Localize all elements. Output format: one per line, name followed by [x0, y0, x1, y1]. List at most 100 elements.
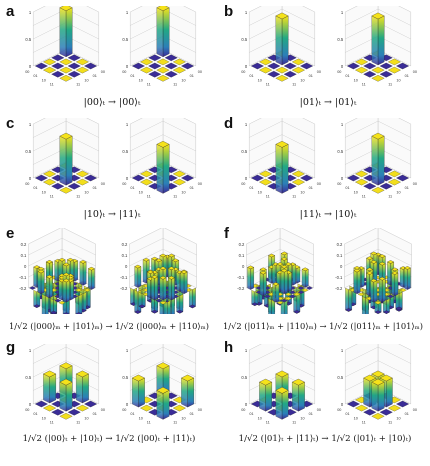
z-tick-label: 0 — [245, 176, 248, 181]
basis-tick-label: 01 — [93, 412, 97, 416]
basis-tick-label: 00 — [337, 182, 341, 186]
bar — [37, 269, 45, 295]
basis-tick-label: 01 — [33, 186, 37, 190]
z-tick-label: 0 — [29, 64, 32, 69]
plot-a-right: 1 0.5 0 00 00 01 01 10 10 11 11 — [115, 6, 211, 92]
z-tick-label: -0.1 — [237, 275, 245, 280]
basis-tick-label: 10 — [354, 416, 358, 420]
bar — [272, 282, 280, 303]
bar — [301, 267, 309, 288]
z-tick-label: 0.2 — [239, 242, 245, 247]
z-tick-label: 1 — [29, 348, 32, 353]
basis-tick-label: 01 — [249, 186, 253, 190]
bar — [163, 300, 171, 314]
bar — [159, 275, 167, 301]
basis-tick-label: 01 — [130, 186, 134, 190]
basis-tick-label: 11 — [266, 82, 270, 86]
basis-tick-label: 11 — [50, 82, 54, 86]
bar — [247, 265, 255, 290]
plot-g-left: 1 0.5 0 00 00 01 01 10 10 11 11 — [18, 344, 114, 430]
bar — [275, 141, 289, 194]
basis-tick-label: 01 — [309, 74, 313, 78]
basis-tick-label: 10 — [396, 190, 400, 194]
z-tick-label: 1 — [29, 10, 32, 15]
z-tick-label: 0 — [341, 176, 344, 181]
plot-b-right: 1 0.5 0 00 00 01 01 10 10 11 11 — [330, 6, 426, 92]
basis-tick-label: 11 — [147, 420, 151, 424]
basis-tick-label: 11 — [362, 194, 366, 198]
basis-tick-label: 10 — [181, 190, 185, 194]
z-tick-label: 0.5 — [337, 149, 343, 154]
basis-tick-label: 10 — [84, 416, 88, 420]
basis-tick-label: 10 — [42, 190, 46, 194]
z-tick-label: 0.5 — [241, 149, 247, 154]
bar — [87, 266, 95, 290]
caption-e: 1/√2 (|000⟩ₘ + |101⟩ₘ) → 1/√2 (|000⟩ₘ + … — [8, 321, 209, 331]
z-tick-label: 0 — [29, 402, 32, 407]
bar — [370, 278, 378, 303]
z-tick-label: 0.5 — [122, 375, 128, 380]
basis-tick-label: 01 — [309, 186, 313, 190]
panel-letter-g: g — [6, 339, 16, 356]
basis-tick-label: 01 — [33, 412, 37, 416]
basis-tick-label: 01 — [345, 186, 349, 190]
z-tick-label: 0 — [245, 402, 248, 407]
basis-tick-label: 11 — [266, 194, 270, 198]
basis-tick-label: 10 — [354, 78, 358, 82]
bar — [391, 271, 399, 297]
bar — [59, 132, 73, 186]
basis-tick-label: 01 — [345, 74, 349, 78]
basis-tick-label: 11 — [173, 194, 177, 198]
plot-c-left: 1 0.5 0 00 00 01 01 10 10 11 11 — [18, 118, 114, 204]
basis-tick-label: 00 — [337, 408, 341, 412]
basis-tick-label: 11 — [292, 194, 296, 198]
basis-tick-label: 00 — [122, 182, 126, 186]
basis-tick-label: 11 — [388, 82, 392, 86]
basis-tick-label: 11 — [173, 82, 177, 86]
bar — [151, 275, 159, 301]
bar — [291, 378, 305, 412]
bar — [275, 12, 289, 66]
basis-tick-label: 10 — [300, 78, 304, 82]
basis-tick-label: 00 — [317, 408, 321, 412]
bar-plot-svg: 0.2 0.1 0 -0.1 -0.2 — [19, 228, 96, 314]
basis-tick-label: 01 — [130, 412, 134, 416]
z-tick-label: 1 — [126, 122, 129, 127]
plot-d-left: 1 0.5 0 00 00 01 01 10 10 11 11 — [234, 118, 330, 204]
z-tick-label: 0.5 — [25, 375, 31, 380]
bar — [41, 294, 49, 314]
bar — [75, 370, 89, 404]
bar-plot-svg: 0.2 0.1 0 -0.1 -0.2 — [335, 228, 412, 314]
plot-e-left: 0.2 0.1 0 -0.1 -0.2 — [14, 228, 110, 314]
basis-tick-label: 01 — [93, 186, 97, 190]
basis-tick-label: 01 — [130, 74, 134, 78]
bar — [259, 378, 273, 412]
bar — [156, 387, 170, 420]
basis-tick-label: 11 — [147, 82, 151, 86]
basis-tick-label: 10 — [84, 190, 88, 194]
z-tick-label: 0.5 — [337, 375, 343, 380]
basis-tick-label: 00 — [25, 408, 29, 412]
basis-tick-label: 11 — [362, 82, 366, 86]
bar — [280, 268, 288, 295]
caption-a: |00⟩ₜ → |00⟩ₜ — [83, 97, 141, 108]
z-tick-label: 0.5 — [241, 375, 247, 380]
bar — [131, 374, 145, 408]
basis-tick-label: 01 — [405, 412, 409, 416]
z-tick-label: 0 — [29, 176, 32, 181]
z-tick-label: 0 — [126, 402, 129, 407]
basis-tick-label: 11 — [50, 420, 54, 424]
basis-tick-label: 10 — [258, 78, 262, 82]
z-tick-label: 1 — [126, 10, 129, 15]
bar — [59, 378, 73, 412]
z-tick-label: -0.2 — [120, 286, 128, 291]
plot-f-left: 0.2 0.1 0 -0.1 -0.2 — [232, 228, 328, 314]
z-tick-label: -0.2 — [237, 286, 245, 291]
